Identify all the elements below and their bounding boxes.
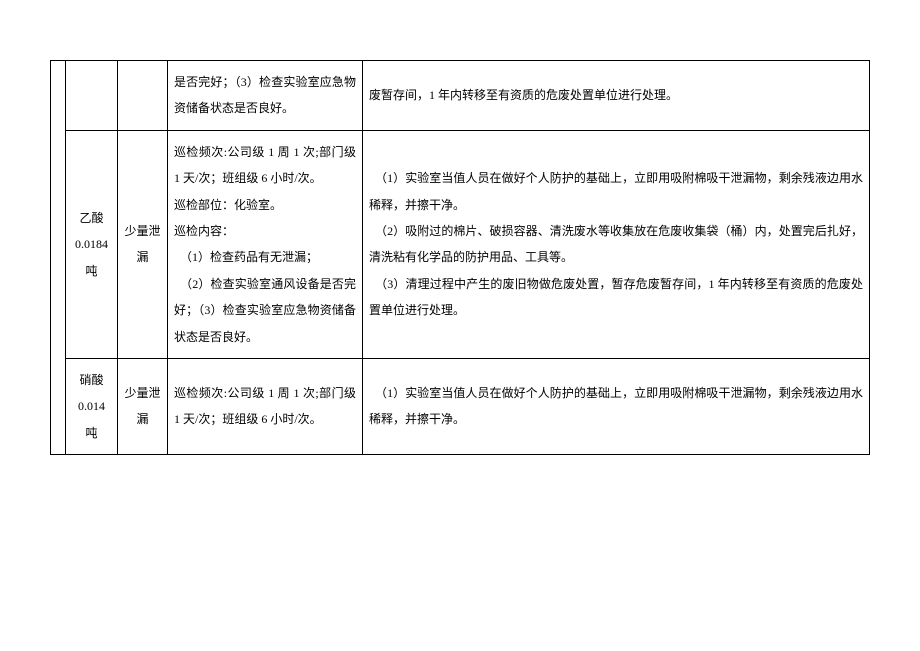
row-group-cell <box>51 61 66 455</box>
table-row: 是否完好；（3）检查实验室应急物资储备状态是否良好。 废暂存间，1 年内转移至有… <box>51 61 870 131</box>
substance-cell: 硝酸 0.014 吨 <box>66 358 118 454</box>
type-cell: 少量泄漏 <box>118 358 168 454</box>
measures-cell: （1）实验室当值人员在做好个人防护的基础上，立即用吸附棉吸干泄漏物，剩余残液边用… <box>363 358 870 454</box>
substance-cell <box>66 61 118 131</box>
type-cell: 少量泄漏 <box>118 130 168 358</box>
inspection-cell: 巡检频次:公司级 1 周 1 次;部门级 1 天/次；班组级 6 小时/次。 <box>168 358 363 454</box>
measures-cell: （1）实验室当值人员在做好个人防护的基础上，立即用吸附棉吸干泄漏物，剩余残液边用… <box>363 130 870 358</box>
inspection-cell: 是否完好；（3）检查实验室应急物资储备状态是否良好。 <box>168 61 363 131</box>
measures-cell: 废暂存间，1 年内转移至有资质的危废处置单位进行处理。 <box>363 61 870 131</box>
table-row: 硝酸 0.014 吨 少量泄漏 巡检频次:公司级 1 周 1 次;部门级 1 天… <box>51 358 870 454</box>
table-row: 乙酸 0.0184 吨 少量泄漏 巡检频次:公司级 1 周 1 次;部门级 1 … <box>51 130 870 358</box>
document-table: 是否完好；（3）检查实验室应急物资储备状态是否良好。 废暂存间，1 年内转移至有… <box>50 60 870 455</box>
substance-cell: 乙酸 0.0184 吨 <box>66 130 118 358</box>
type-cell <box>118 61 168 131</box>
inspection-cell: 巡检频次:公司级 1 周 1 次;部门级 1 天/次；班组级 6 小时/次。巡检… <box>168 130 363 358</box>
